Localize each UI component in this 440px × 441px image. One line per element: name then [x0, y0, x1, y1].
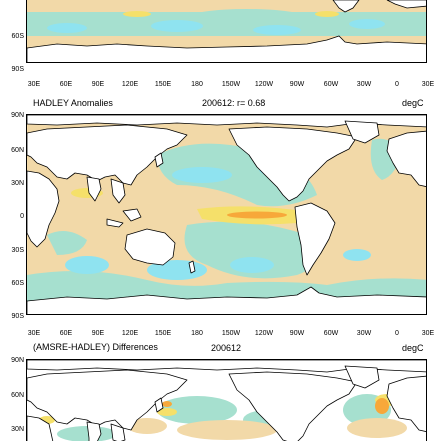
- x-tick-label: 60W: [323, 330, 339, 337]
- x-tick-label: 120E: [121, 81, 139, 88]
- y-tick-label: 30N: [11, 180, 24, 187]
- y-tick-label: 60S: [11, 280, 24, 287]
- x-tick-label: 180: [191, 330, 203, 337]
- x-tick-label: 0: [395, 330, 399, 337]
- hadley-anomaly-map: [26, 114, 427, 315]
- x-tick-label: 120E: [121, 330, 139, 337]
- x-tick-label: 90W: [289, 81, 305, 88]
- x-tick-label: 120W: [254, 81, 274, 88]
- amsre-map-canvas: [27, 0, 426, 62]
- x-tick-label: 30W: [356, 330, 372, 337]
- x-tick-label: 30W: [356, 81, 372, 88]
- y-tick-label: 90S: [11, 66, 24, 73]
- y-tick-label: 0: [20, 213, 24, 220]
- y-tick-label: 60S: [11, 33, 24, 40]
- y-tick-label: 90S: [11, 313, 24, 320]
- x-tick-label: 90W: [289, 330, 305, 337]
- x-tick-label: 60E: [59, 330, 73, 337]
- panel-title: (AMSRE-HADLEY) Differences: [33, 342, 158, 352]
- x-tick-label: 120W: [254, 330, 274, 337]
- x-tick-label: 30E: [27, 81, 41, 88]
- hadley-anomaly-panel: HADLEY Anomalies 200612: r= 0.68 degC: [0, 97, 440, 347]
- x-tick-label: 30E: [27, 330, 41, 337]
- x-tick-label: 150W: [221, 81, 241, 88]
- y-tick-label: 60N: [11, 147, 24, 154]
- y-tick-label: 30N: [11, 426, 24, 433]
- amsre-anomaly-map: [26, 0, 427, 63]
- y-tick-label: 90N: [11, 357, 24, 364]
- x-tick-label: 60E: [59, 81, 73, 88]
- differences-panel: (AMSRE-HADLEY) Differences 200612 degC: [0, 342, 440, 441]
- y-tick-label: 90N: [11, 112, 24, 119]
- panel-title: HADLEY Anomalies: [33, 98, 113, 108]
- x-tick-label: 30E: [421, 330, 435, 337]
- x-tick-label: 90E: [91, 81, 105, 88]
- panel-date-correlation: 200612: r= 0.68: [202, 98, 266, 108]
- panel-unit: degC: [402, 98, 424, 108]
- hadley-map-canvas: [27, 115, 426, 314]
- y-tick-label: 60N: [11, 392, 24, 399]
- x-tick-label: 180: [191, 81, 203, 88]
- x-tick-label: 150E: [154, 330, 172, 337]
- panel-date: 200612: [211, 343, 242, 353]
- x-tick-label: 0: [395, 81, 399, 88]
- panel-unit: degC: [402, 343, 424, 353]
- differences-map-canvas: [27, 360, 426, 441]
- x-tick-label: 150E: [154, 81, 172, 88]
- x-tick-label: 150W: [221, 330, 241, 337]
- x-tick-label: 90E: [91, 330, 105, 337]
- x-tick-label: 60W: [323, 81, 339, 88]
- x-tick-label: 30E: [421, 81, 435, 88]
- differences-map: [26, 359, 427, 441]
- y-tick-label: 30S: [11, 247, 24, 254]
- amsre-anomaly-panel: 60S 90S 30E 60E 90E 120E 150E 180 150W 1…: [0, 0, 440, 100]
